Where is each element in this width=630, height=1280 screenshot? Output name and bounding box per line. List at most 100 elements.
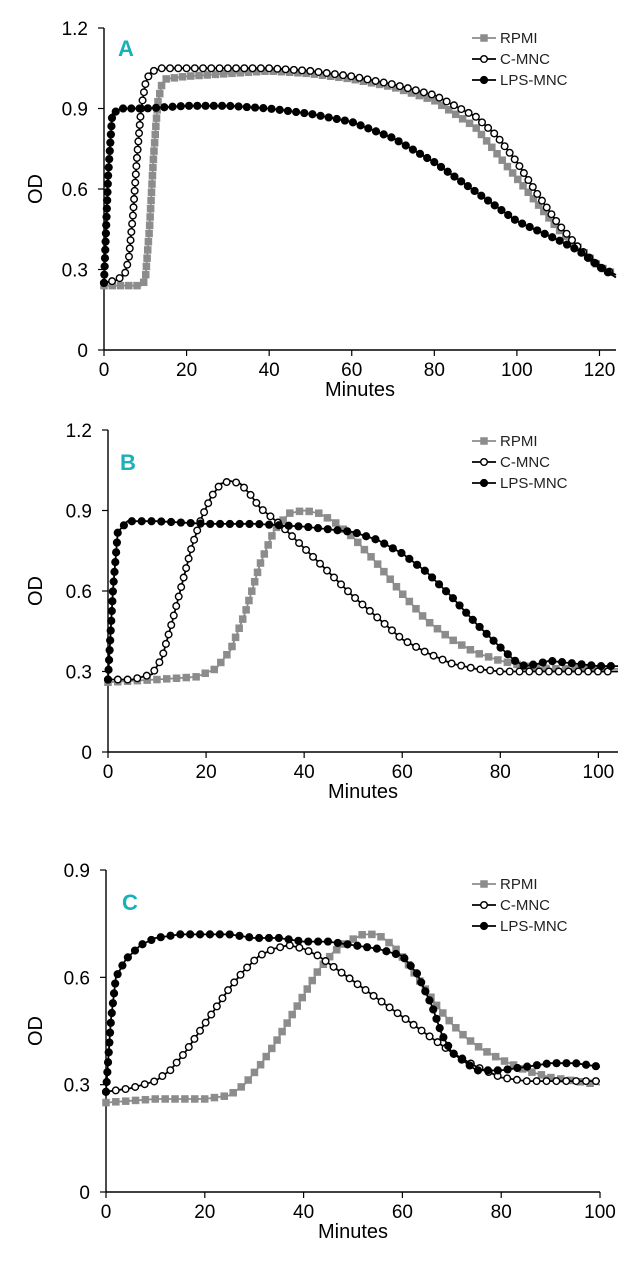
data-point: [103, 1058, 113, 1067]
y-tick-label: 0: [77, 341, 88, 362]
y-tick-label: 0.3: [62, 261, 88, 282]
series-c-mnc: [99, 64, 617, 287]
data-point: [200, 1095, 209, 1103]
data-point: [141, 1095, 150, 1104]
data-point: [583, 253, 592, 262]
data-point: [367, 553, 375, 561]
data-point: [127, 517, 136, 526]
data-point: [298, 993, 306, 1002]
data-point: [510, 155, 519, 164]
data-point: [503, 162, 512, 171]
data-point: [147, 935, 156, 945]
data-point: [473, 1066, 483, 1075]
data-point: [472, 124, 481, 132]
data-point: [484, 653, 493, 661]
data-point: [111, 557, 120, 567]
data-point: [309, 552, 318, 561]
data-point: [567, 659, 576, 668]
data-point: [196, 519, 205, 528]
data-point: [106, 636, 115, 645]
data-point: [542, 1077, 551, 1086]
data-point: [435, 1024, 444, 1033]
x-tick-label: 0: [103, 762, 114, 783]
data-point: [427, 573, 437, 582]
x-tick-label: 60: [392, 1202, 413, 1223]
data-point: [278, 1027, 286, 1036]
data-point: [209, 101, 218, 110]
data-point: [483, 196, 493, 205]
legend-label: C-MNC: [500, 454, 550, 471]
data-point: [529, 660, 538, 669]
data-point: [500, 142, 509, 151]
data-point: [113, 528, 122, 537]
data-point: [215, 519, 225, 529]
data-point: [245, 596, 253, 605]
data-point: [101, 245, 110, 255]
data-point: [304, 947, 313, 956]
data-point: [382, 947, 391, 956]
data-point: [137, 517, 146, 526]
data-point: [210, 1093, 219, 1102]
data-point: [127, 104, 136, 113]
data-point: [228, 69, 236, 78]
legend: RPMI C-MNC LPS-MNC: [472, 433, 568, 492]
data-point: [131, 1082, 140, 1091]
data-point: [316, 111, 325, 120]
data-point: [157, 517, 166, 526]
x-tick-label: 120: [584, 360, 616, 381]
x-tick-label: 80: [424, 360, 445, 381]
data-point: [522, 1077, 531, 1086]
data-point: [330, 70, 339, 79]
data-point: [425, 618, 434, 627]
data-point: [103, 196, 112, 205]
data-point: [572, 1059, 581, 1068]
data-point: [577, 660, 586, 669]
data-point: [371, 535, 380, 544]
data-point: [101, 229, 111, 238]
data-point: [250, 1068, 259, 1077]
data-point: [574, 667, 583, 676]
data-point: [112, 548, 121, 557]
data-point: [225, 519, 234, 529]
data-point: [300, 108, 309, 118]
data-point: [132, 162, 141, 171]
data-point: [149, 163, 157, 172]
data-point: [161, 639, 170, 648]
data-point: [452, 1024, 460, 1032]
data-point: [150, 139, 159, 147]
data-point: [420, 566, 429, 575]
data-point: [166, 931, 175, 940]
data-point: [190, 1034, 199, 1043]
data-point: [226, 101, 235, 111]
data-point: [108, 597, 117, 606]
data-point: [535, 667, 544, 676]
data-point: [184, 101, 194, 110]
data-point: [102, 1077, 111, 1087]
data-point: [172, 602, 181, 611]
data-point: [195, 930, 205, 939]
data-point: [333, 938, 342, 948]
data-point: [464, 108, 473, 117]
data-point: [130, 186, 139, 195]
data-point: [457, 177, 466, 186]
data-point: [295, 943, 304, 952]
data-point: [582, 1077, 591, 1086]
data-point: [498, 156, 506, 164]
data-point: [217, 658, 225, 667]
data-point: [248, 64, 257, 73]
y-tick-label: 0: [79, 1183, 90, 1204]
data-point: [493, 1066, 502, 1075]
data-point: [540, 229, 549, 238]
data-point: [372, 944, 381, 953]
data-point: [190, 535, 199, 544]
data-point: [557, 223, 566, 232]
data-point: [418, 612, 427, 620]
data-point: [409, 1020, 418, 1029]
data-point: [395, 82, 404, 91]
data-point: [477, 130, 486, 139]
data-point: [135, 120, 144, 129]
data-point: [161, 1095, 169, 1103]
data-point: [293, 1002, 301, 1010]
y-tick-label: 0: [81, 743, 92, 764]
data-point: [364, 124, 373, 133]
